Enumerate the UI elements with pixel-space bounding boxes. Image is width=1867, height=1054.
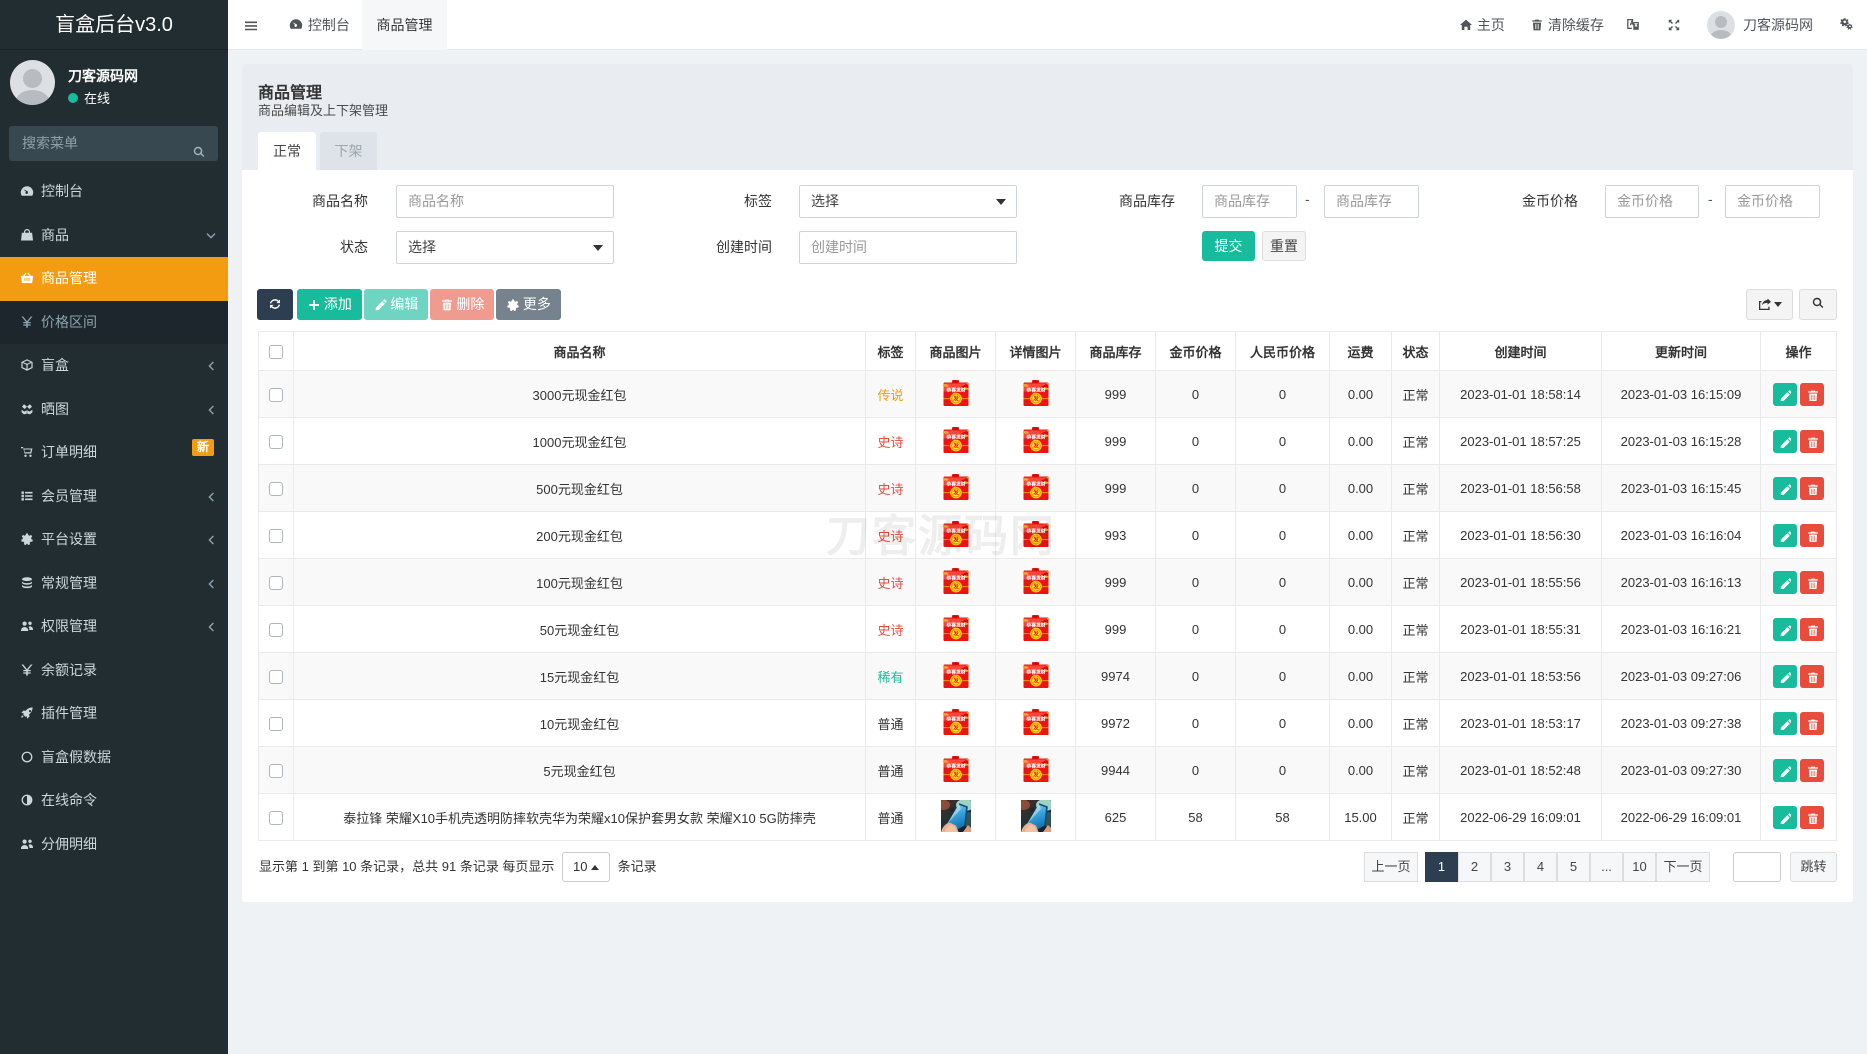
svg-text:恭喜发财: 恭喜发财	[1025, 762, 1045, 769]
svg-text:恭喜发财: 恭喜发财	[1025, 480, 1045, 487]
svg-text:恭喜发财: 恭喜发财	[945, 668, 965, 675]
svg-text:恭喜发财: 恭喜发财	[1025, 715, 1045, 722]
svg-text:发: 发	[952, 535, 959, 543]
svg-text:恭喜发财: 恭喜发财	[945, 386, 965, 393]
svg-text:恭喜发财: 恭喜发财	[945, 621, 965, 628]
svg-text:恭喜发财: 恭喜发财	[1025, 433, 1045, 440]
svg-text:发: 发	[1032, 535, 1039, 543]
svg-text:恭喜发财: 恭喜发财	[945, 715, 965, 722]
svg-text:发: 发	[952, 394, 959, 402]
svg-text:发: 发	[952, 582, 959, 590]
svg-text:发: 发	[952, 770, 959, 778]
svg-text:发: 发	[952, 488, 959, 496]
svg-text:恭喜发财: 恭喜发财	[945, 762, 965, 769]
svg-text:发: 发	[1032, 488, 1039, 496]
svg-text:发: 发	[952, 441, 959, 449]
svg-text:发: 发	[1032, 723, 1039, 731]
svg-text:发: 发	[1032, 441, 1039, 449]
svg-text:发: 发	[1032, 629, 1039, 637]
svg-text:恭喜发财: 恭喜发财	[945, 574, 965, 581]
svg-text:恭喜发财: 恭喜发财	[1025, 668, 1045, 675]
svg-text:发: 发	[1032, 770, 1039, 778]
svg-text:发: 发	[952, 723, 959, 731]
svg-text:恭喜发财: 恭喜发财	[945, 527, 965, 534]
svg-text:发: 发	[1032, 582, 1039, 590]
svg-text:恭喜发财: 恭喜发财	[1025, 386, 1045, 393]
svg-text:发: 发	[1032, 394, 1039, 402]
svg-text:发: 发	[1032, 676, 1039, 684]
svg-text:发: 发	[952, 676, 959, 684]
svg-text:恭喜发财: 恭喜发财	[945, 433, 965, 440]
svg-text:恭喜发财: 恭喜发财	[945, 480, 965, 487]
svg-text:恭喜发财: 恭喜发财	[1025, 527, 1045, 534]
svg-text:恭喜发财: 恭喜发财	[1025, 574, 1045, 581]
svg-text:恭喜发财: 恭喜发财	[1025, 621, 1045, 628]
svg-text:发: 发	[952, 629, 959, 637]
